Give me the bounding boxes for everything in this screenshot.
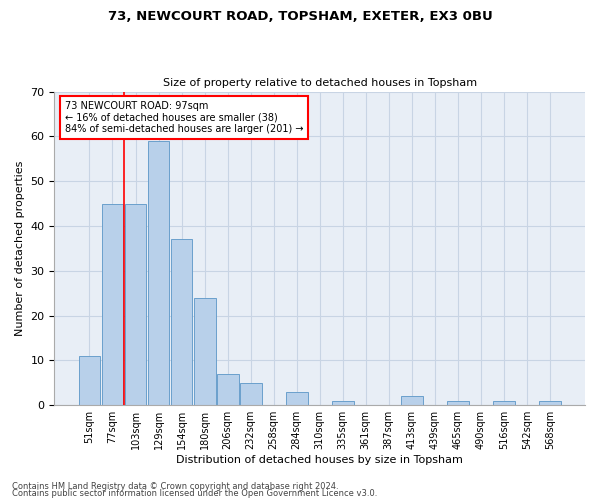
Bar — [447, 400, 469, 405]
Y-axis label: Number of detached properties: Number of detached properties — [15, 160, 25, 336]
Text: 73, NEWCOURT ROAD, TOPSHAM, EXETER, EX3 0BU: 73, NEWCOURT ROAD, TOPSHAM, EXETER, EX3 … — [107, 10, 493, 23]
Bar — [239, 383, 262, 405]
Bar — [170, 240, 193, 405]
Title: Size of property relative to detached houses in Topsham: Size of property relative to detached ho… — [163, 78, 477, 88]
Bar — [194, 298, 215, 405]
Bar — [125, 204, 146, 405]
Text: Contains public sector information licensed under the Open Government Licence v3: Contains public sector information licen… — [12, 489, 377, 498]
Bar — [148, 141, 169, 405]
Text: Contains HM Land Registry data © Crown copyright and database right 2024.: Contains HM Land Registry data © Crown c… — [12, 482, 338, 491]
Bar — [101, 204, 124, 405]
Bar — [401, 396, 423, 405]
Bar — [286, 392, 308, 405]
Bar — [493, 400, 515, 405]
Bar — [539, 400, 561, 405]
Bar — [79, 356, 100, 405]
X-axis label: Distribution of detached houses by size in Topsham: Distribution of detached houses by size … — [176, 455, 463, 465]
Bar — [332, 400, 353, 405]
Text: 73 NEWCOURT ROAD: 97sqm
← 16% of detached houses are smaller (38)
84% of semi-de: 73 NEWCOURT ROAD: 97sqm ← 16% of detache… — [65, 101, 304, 134]
Bar — [217, 374, 239, 405]
